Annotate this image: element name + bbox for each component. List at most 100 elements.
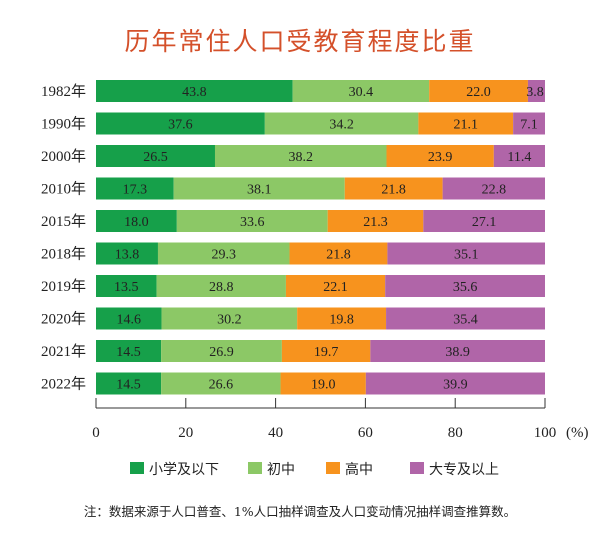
y-tick-label: 2020年	[41, 311, 86, 328]
y-tick-label: 2018年	[41, 246, 86, 263]
bar-segment	[513, 112, 545, 135]
bar-segment	[423, 210, 545, 232]
data-label: 14.5	[116, 345, 141, 360]
data-label: 21.8	[326, 248, 351, 263]
bar-segment	[96, 112, 265, 135]
bar-segment	[157, 242, 290, 265]
bar-segment	[387, 242, 545, 265]
bar-segment	[264, 112, 419, 135]
bar-segment	[173, 177, 345, 200]
data-label: 29.3	[211, 248, 236, 263]
bar-segment	[96, 80, 293, 102]
data-label: 21.3	[363, 215, 388, 230]
data-label: 3.8	[526, 85, 544, 100]
legend-swatch	[248, 462, 262, 474]
legend-label: 小学及以下	[149, 462, 219, 478]
bar-segment	[281, 340, 371, 362]
data-label: 34.2	[329, 118, 354, 133]
data-label: 13.5	[114, 280, 139, 295]
x-axis-unit: (%)	[566, 425, 589, 441]
bar-segment	[96, 210, 177, 232]
data-label: 38.1	[247, 183, 272, 198]
bar-segment	[96, 177, 174, 200]
data-label: 7.1	[520, 118, 538, 133]
bar-segment	[96, 340, 162, 362]
data-label: 26.5	[143, 150, 168, 165]
x-tick-label: 60	[358, 425, 373, 441]
chart-note: 注：数据来源于人口普查、1%人口抽样调查及人口变动情况抽样调查推算数。	[83, 504, 517, 519]
data-label: 30.2	[217, 313, 242, 328]
bar-segment	[344, 177, 443, 200]
data-label: 22.1	[323, 280, 348, 295]
bar-segment	[370, 340, 545, 362]
data-label: 27.1	[472, 215, 497, 230]
bar-segment	[96, 242, 158, 265]
bar-segment	[214, 145, 387, 167]
data-label: 18.0	[124, 215, 149, 230]
data-label: 30.4	[349, 85, 374, 100]
data-label: 26.9	[209, 345, 234, 360]
bar-segment	[386, 307, 545, 330]
legend-swatch	[130, 462, 144, 474]
chart-title: 历年常住人口受教育程度比重	[124, 27, 476, 56]
data-label: 39.9	[443, 378, 468, 393]
bar-segment	[527, 80, 545, 102]
legend-label: 初中	[267, 461, 295, 478]
data-label: 33.6	[240, 215, 265, 230]
bar-segment	[365, 372, 545, 395]
y-tick-label: 1990年	[41, 116, 86, 133]
bar-segment	[161, 307, 298, 330]
data-label: 19.7	[314, 345, 339, 360]
data-label: 26.6	[209, 378, 234, 393]
bar-segment	[297, 307, 387, 330]
data-label: 38.9	[445, 345, 470, 360]
data-label: 11.4	[507, 150, 531, 165]
data-label: 38.2	[288, 150, 313, 165]
data-label: 21.1	[454, 118, 479, 133]
y-tick-label: 2015年	[41, 213, 86, 230]
bar-segment	[96, 275, 157, 297]
data-label: 43.8	[182, 85, 207, 100]
legend-swatch	[326, 462, 340, 474]
bar-segment	[96, 145, 215, 167]
x-tick-label: 40	[268, 425, 283, 441]
y-tick-label: 1982年	[41, 83, 86, 100]
bar-segment	[176, 210, 328, 232]
data-label: 13.8	[115, 248, 140, 263]
bar-segment	[161, 340, 282, 362]
data-label: 23.9	[428, 150, 453, 165]
bar-segment	[385, 275, 545, 297]
data-label: 14.6	[117, 313, 142, 328]
data-label: 35.6	[453, 280, 478, 295]
legend-swatch	[410, 462, 424, 474]
bar-segment	[280, 372, 366, 395]
y-tick-label: 2019年	[41, 278, 86, 295]
x-tick-label: 20	[178, 425, 193, 441]
bar-segment	[156, 275, 286, 297]
bar-segment	[96, 307, 162, 330]
data-label: 35.1	[454, 248, 479, 263]
data-label: 14.5	[116, 378, 141, 393]
y-tick-label: 2022年	[41, 376, 86, 393]
bar-segment	[386, 145, 494, 167]
data-label: 21.8	[381, 183, 406, 198]
bar-segment	[285, 275, 386, 297]
bar-segment	[161, 372, 281, 395]
x-tick-label: 0	[92, 425, 100, 441]
x-tick-label: 80	[448, 425, 463, 441]
legend-label: 高中	[345, 461, 373, 478]
bar-segment	[289, 242, 388, 265]
y-tick-label: 2021年	[41, 343, 86, 360]
legend-label: 大专及以上	[429, 462, 499, 478]
data-label: 19.0	[311, 378, 336, 393]
data-label: 35.4	[453, 313, 478, 328]
data-label: 22.0	[466, 85, 491, 100]
bar-segment	[96, 372, 162, 395]
data-label: 28.8	[209, 280, 234, 295]
y-tick-label: 2010年	[41, 181, 86, 198]
x-tick-label: 100	[534, 425, 557, 441]
data-label: 17.3	[123, 183, 148, 198]
bar-segment	[493, 145, 545, 167]
y-tick-label: 2000年	[41, 148, 86, 165]
